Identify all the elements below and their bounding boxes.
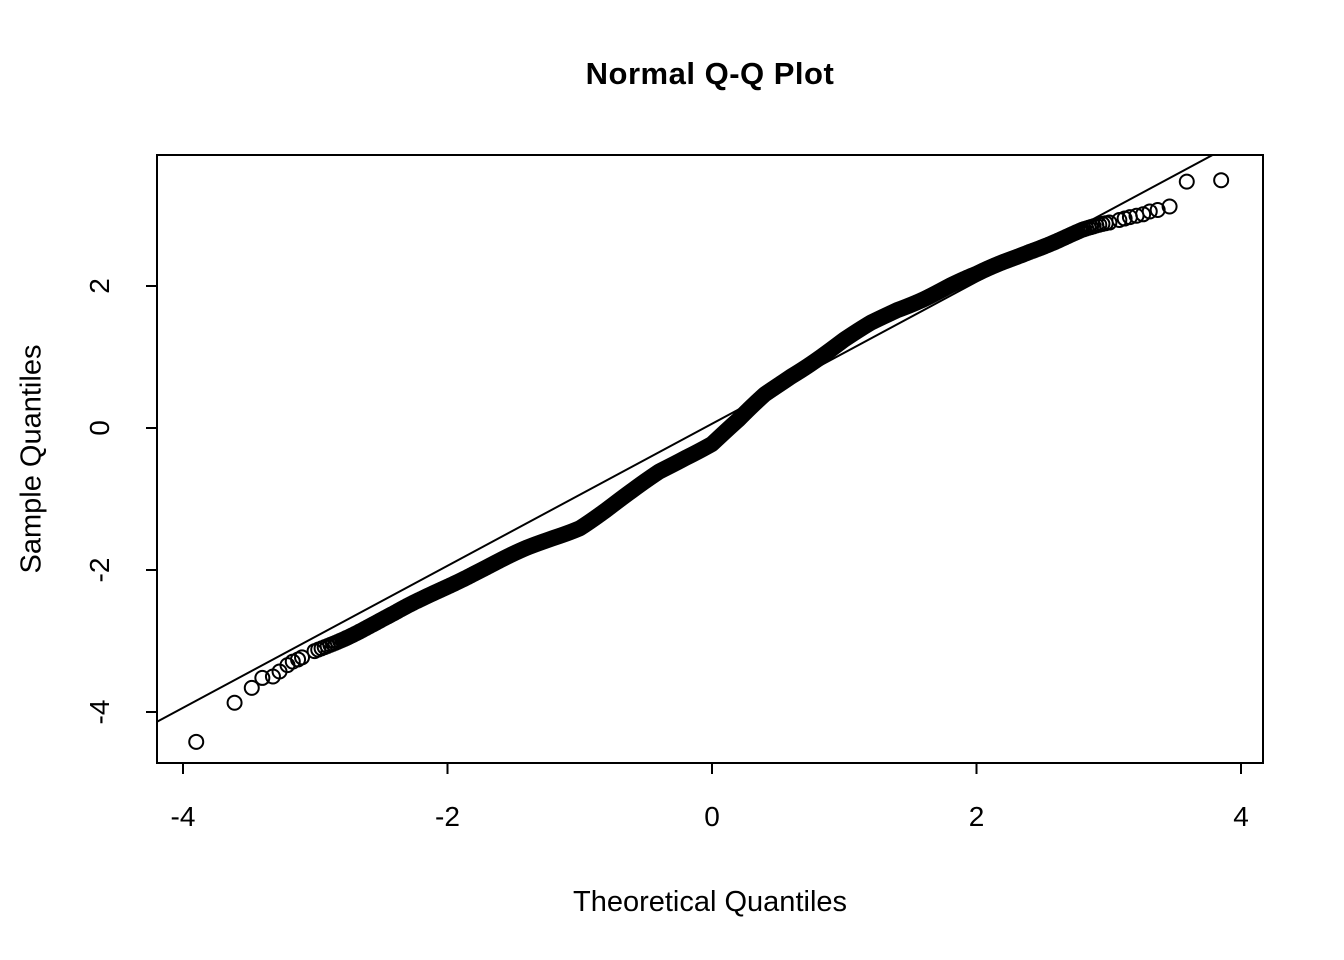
x-tick-label: 4: [1233, 801, 1249, 832]
chart-title: Normal Q-Q Plot: [585, 56, 835, 91]
y-tick-label: -2: [84, 557, 115, 583]
y-axis-title: Sample Quantiles: [15, 344, 48, 574]
x-tick-label: 0: [704, 801, 720, 832]
y-tick-label: 2: [84, 278, 115, 294]
x-tick-label: 2: [968, 801, 985, 832]
x-tick-label: -2: [435, 801, 460, 832]
x-tick-label: -4: [170, 801, 196, 832]
x-axis-title: Theoretical Quantiles: [572, 886, 848, 918]
y-tick-label: 0: [84, 420, 115, 436]
y-tick-label: -4: [84, 699, 115, 725]
